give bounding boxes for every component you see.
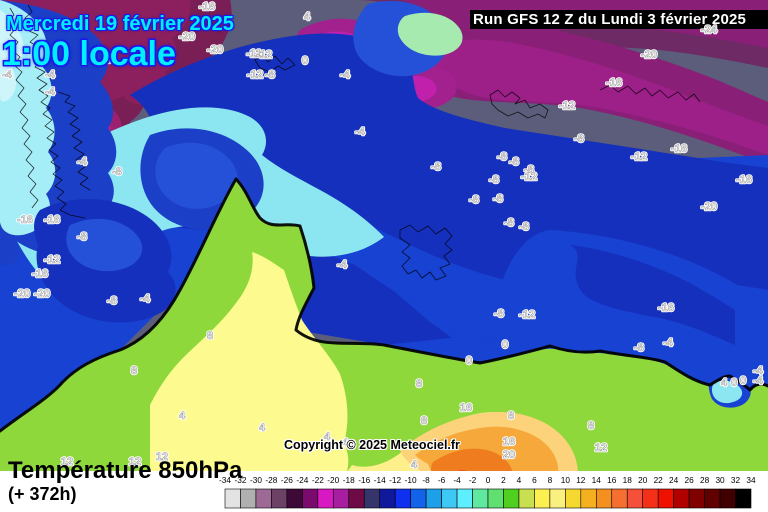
svg-text:18: 18	[623, 475, 633, 485]
svg-text:-4: -4	[753, 375, 764, 387]
svg-text:10: 10	[561, 475, 571, 485]
svg-text:20: 20	[638, 475, 648, 485]
svg-text:-8: -8	[634, 342, 644, 354]
svg-text:-8: -8	[519, 221, 529, 233]
svg-text:-24: -24	[296, 475, 308, 485]
svg-text:-20: -20	[701, 201, 717, 213]
svg-text:-12: -12	[44, 254, 60, 266]
svg-text:-8: -8	[77, 231, 87, 243]
svg-text:-20: -20	[14, 288, 30, 300]
svg-text:-16: -16	[358, 475, 370, 485]
svg-text:26: 26	[685, 475, 695, 485]
svg-text:-8: -8	[112, 166, 122, 178]
svg-text:0: 0	[731, 377, 737, 389]
svg-text:-8: -8	[509, 156, 519, 168]
svg-text:-16: -16	[658, 302, 674, 314]
svg-text:-4: -4	[663, 337, 674, 349]
svg-text:8: 8	[131, 365, 137, 377]
svg-text:2: 2	[501, 475, 506, 485]
svg-text:-8: -8	[422, 475, 430, 485]
svg-text:0: 0	[466, 355, 472, 367]
svg-text:8: 8	[207, 330, 213, 342]
svg-text:8: 8	[421, 415, 427, 427]
svg-text:-8: -8	[469, 194, 479, 206]
svg-text:-16: -16	[44, 214, 60, 226]
svg-text:-22: -22	[312, 475, 324, 485]
svg-text:-8: -8	[493, 193, 503, 205]
svg-text:-16: -16	[32, 268, 48, 280]
svg-text:-14: -14	[374, 475, 386, 485]
svg-text:-8: -8	[497, 151, 507, 163]
svg-text:-20: -20	[327, 475, 339, 485]
svg-text:-4: -4	[340, 69, 351, 81]
svg-text:8: 8	[588, 420, 594, 432]
svg-text:-12: -12	[256, 49, 272, 61]
svg-text:16: 16	[607, 475, 617, 485]
svg-text:4: 4	[517, 475, 522, 485]
svg-text:8: 8	[416, 378, 422, 390]
svg-text:-8: -8	[107, 295, 117, 307]
svg-text:22: 22	[654, 475, 664, 485]
svg-text:-12: -12	[519, 309, 535, 321]
svg-text:4: 4	[721, 377, 728, 389]
svg-text:32: 32	[731, 475, 741, 485]
svg-text:-16: -16	[736, 174, 752, 186]
svg-text:12: 12	[595, 442, 607, 454]
svg-text:-28: -28	[265, 475, 277, 485]
svg-text:-16: -16	[199, 1, 215, 13]
svg-text:30: 30	[715, 475, 725, 485]
svg-text:-4: -4	[337, 259, 348, 271]
svg-text:-16: -16	[671, 143, 687, 155]
svg-text:-12: -12	[247, 69, 263, 81]
svg-text:-12: -12	[521, 171, 537, 183]
svg-text:20: 20	[503, 449, 515, 461]
svg-text:8: 8	[548, 475, 553, 485]
svg-text:0: 0	[486, 475, 491, 485]
svg-text:-6: -6	[438, 475, 446, 485]
svg-text:-18: -18	[343, 475, 355, 485]
svg-text:-8: -8	[574, 133, 584, 145]
svg-text:-12: -12	[559, 100, 575, 112]
svg-text:4: 4	[259, 422, 266, 434]
svg-text:-30: -30	[250, 475, 262, 485]
svg-text:0: 0	[502, 339, 508, 351]
svg-text:16: 16	[503, 436, 515, 448]
svg-text:0: 0	[302, 55, 308, 67]
svg-text:12: 12	[576, 475, 586, 485]
svg-text:4: 4	[304, 11, 311, 23]
svg-text:-26: -26	[281, 475, 293, 485]
svg-text:-4: -4	[45, 86, 56, 98]
svg-text:-4: -4	[355, 126, 366, 138]
svg-text:-16: -16	[17, 214, 33, 226]
svg-text:-4: -4	[77, 156, 88, 168]
svg-text:-8: -8	[489, 174, 499, 186]
svg-text:14: 14	[592, 475, 602, 485]
svg-text:-8: -8	[431, 161, 441, 173]
svg-text:34: 34	[746, 475, 756, 485]
svg-text:-8: -8	[265, 69, 275, 81]
svg-text:-12: -12	[389, 475, 401, 485]
svg-text:4: 4	[411, 459, 418, 471]
svg-text:-16: -16	[606, 77, 622, 89]
svg-text:-2: -2	[469, 475, 477, 485]
svg-text:8: 8	[508, 410, 514, 422]
svg-text:-4: -4	[453, 475, 461, 485]
svg-text:-8: -8	[494, 308, 504, 320]
svg-text:16: 16	[460, 402, 472, 414]
svg-text:-20: -20	[641, 49, 657, 61]
svg-text:-20: -20	[207, 44, 223, 56]
svg-text:-12: -12	[631, 151, 647, 163]
svg-text:6: 6	[532, 475, 537, 485]
svg-text:0: 0	[740, 375, 746, 387]
svg-text:4: 4	[179, 410, 186, 422]
svg-text:24: 24	[669, 475, 679, 485]
svg-text:-20: -20	[34, 288, 50, 300]
svg-text:-4: -4	[140, 293, 151, 305]
svg-text:-8: -8	[504, 217, 514, 229]
svg-text:-10: -10	[405, 475, 417, 485]
svg-text:28: 28	[700, 475, 710, 485]
